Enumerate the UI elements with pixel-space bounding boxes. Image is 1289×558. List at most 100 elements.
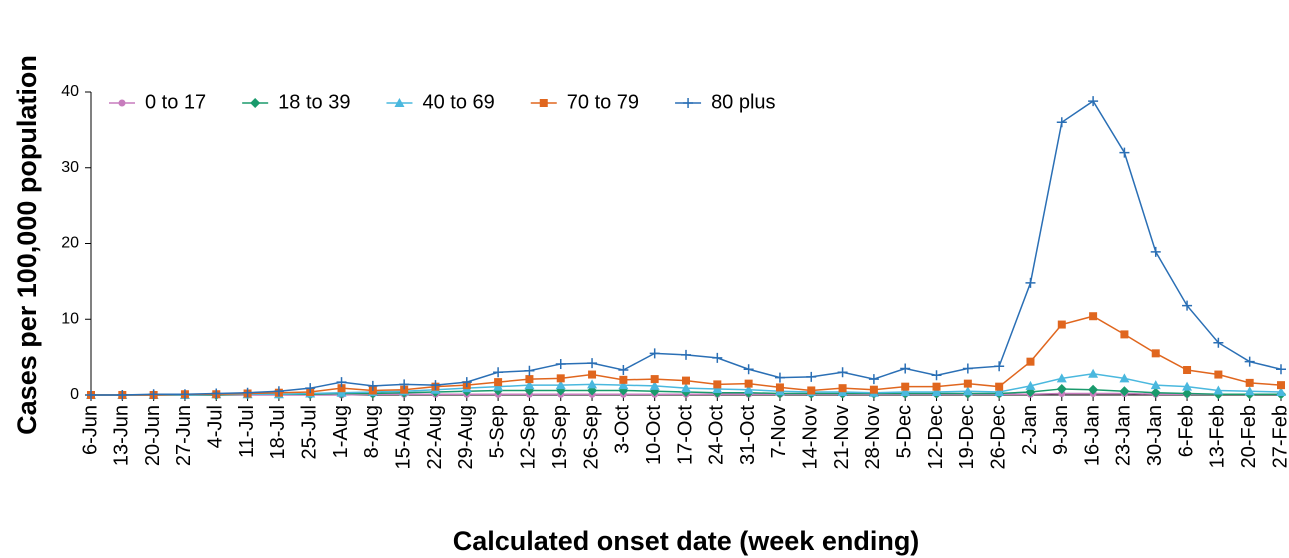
data-point <box>494 378 503 387</box>
x-tick-label: 13-Jun <box>111 405 133 466</box>
data-point <box>1244 386 1255 396</box>
data-point <box>931 370 942 381</box>
data-point <box>618 380 629 390</box>
data-point <box>1183 366 1192 375</box>
x-tick-label: 3-Oct <box>612 405 634 454</box>
x-tick-label: 17-Oct <box>674 405 696 465</box>
data-point <box>681 349 691 360</box>
x-tick-label: 13-Feb <box>1207 405 1229 468</box>
data-point <box>525 375 534 384</box>
x-tick-label: 6-Jun <box>79 405 101 455</box>
data-point <box>1182 381 1193 391</box>
data-point <box>1120 330 1129 339</box>
x-tick-label: 24-Oct <box>706 405 728 465</box>
x-tick-label: 31-Oct <box>737 405 759 465</box>
data-point <box>493 367 504 378</box>
x-tick-label: 14-Nov <box>800 405 822 469</box>
x-tick-label: 29-Aug <box>455 405 477 470</box>
data-point <box>1057 320 1066 329</box>
legend-marker <box>539 99 548 107</box>
data-point <box>336 377 347 388</box>
data-point <box>837 367 848 378</box>
data-point <box>1276 364 1286 375</box>
data-point <box>367 380 378 391</box>
data-point <box>1151 349 1160 358</box>
legend-marker <box>394 98 405 107</box>
data-point <box>400 385 409 394</box>
data-point <box>1150 380 1161 390</box>
x-tick-label: 28-Nov <box>862 405 884 469</box>
data-point <box>1026 357 1035 366</box>
data-point <box>1119 373 1130 383</box>
data-point <box>743 384 754 394</box>
x-tick-label: 2-Jan <box>1019 405 1041 455</box>
data-point <box>587 358 598 369</box>
data-point <box>775 383 784 392</box>
data-point <box>493 381 504 391</box>
data-point <box>1214 370 1223 379</box>
data-point <box>1025 380 1036 390</box>
x-tick-label: 5-Dec <box>893 405 915 458</box>
data-point <box>1277 381 1285 390</box>
data-point <box>619 375 628 384</box>
x-axis-label: Calculated onset date (week ending) <box>453 526 920 556</box>
data-point <box>838 384 847 393</box>
y-tick-label: 40 <box>61 83 79 100</box>
x-tick-label: 20-Feb <box>1238 405 1260 468</box>
data-point <box>995 382 1004 391</box>
data-point <box>179 389 190 400</box>
y-axis-label: Cases per 100,000 population <box>12 55 42 435</box>
data-point <box>1025 277 1036 288</box>
data-point <box>650 375 659 384</box>
data-point <box>1056 383 1067 394</box>
data-point <box>994 386 1005 396</box>
legend-marker <box>683 98 694 108</box>
legend-marker <box>250 98 261 108</box>
data-point <box>649 380 660 390</box>
data-point <box>1276 386 1286 396</box>
x-tick-label: 5-Sep <box>486 405 508 458</box>
data-point <box>963 379 972 388</box>
x-tick-label: 27-Feb <box>1269 405 1289 468</box>
data-point <box>555 380 566 390</box>
x-tick-label: 4-Jul <box>205 405 227 448</box>
data-point <box>1213 385 1224 395</box>
data-point <box>1088 96 1099 107</box>
data-point <box>712 352 723 363</box>
data-point <box>649 348 660 359</box>
y-tick-label: 10 <box>61 310 79 327</box>
data-point <box>399 379 410 390</box>
data-point <box>618 365 629 376</box>
x-tick-label: 10-Oct <box>643 405 665 465</box>
x-tick-label: 30-Jan <box>1144 405 1166 466</box>
data-point <box>682 376 690 385</box>
x-tick-label: 12-Sep <box>518 405 540 470</box>
data-point <box>588 370 597 379</box>
data-point <box>587 379 598 389</box>
x-tick-label: 27-Jun <box>173 405 195 466</box>
y-tick-label: 0 <box>70 386 79 403</box>
legend-label: 18 to 39 <box>278 91 350 113</box>
x-tick-label: 23-Jan <box>1113 405 1135 466</box>
data-point <box>901 382 910 391</box>
data-point <box>1056 117 1067 128</box>
data-point <box>900 386 911 396</box>
x-tick-label: 8-Aug <box>361 405 383 458</box>
data-point <box>744 379 753 388</box>
data-point <box>117 390 128 400</box>
x-tick-label: 12-Dec <box>925 405 947 469</box>
data-point <box>86 390 96 400</box>
data-point <box>148 389 159 400</box>
x-tick-label: 9-Jan <box>1050 405 1072 455</box>
x-tick-label: 1-Aug <box>330 405 352 458</box>
data-point <box>806 371 817 382</box>
data-point <box>305 383 316 394</box>
data-point <box>1182 388 1193 399</box>
data-point <box>1119 386 1130 397</box>
data-point <box>962 386 973 396</box>
x-tick-label: 15-Aug <box>392 405 414 470</box>
data-point <box>932 382 941 391</box>
data-point <box>461 377 472 388</box>
data-point <box>712 383 723 393</box>
